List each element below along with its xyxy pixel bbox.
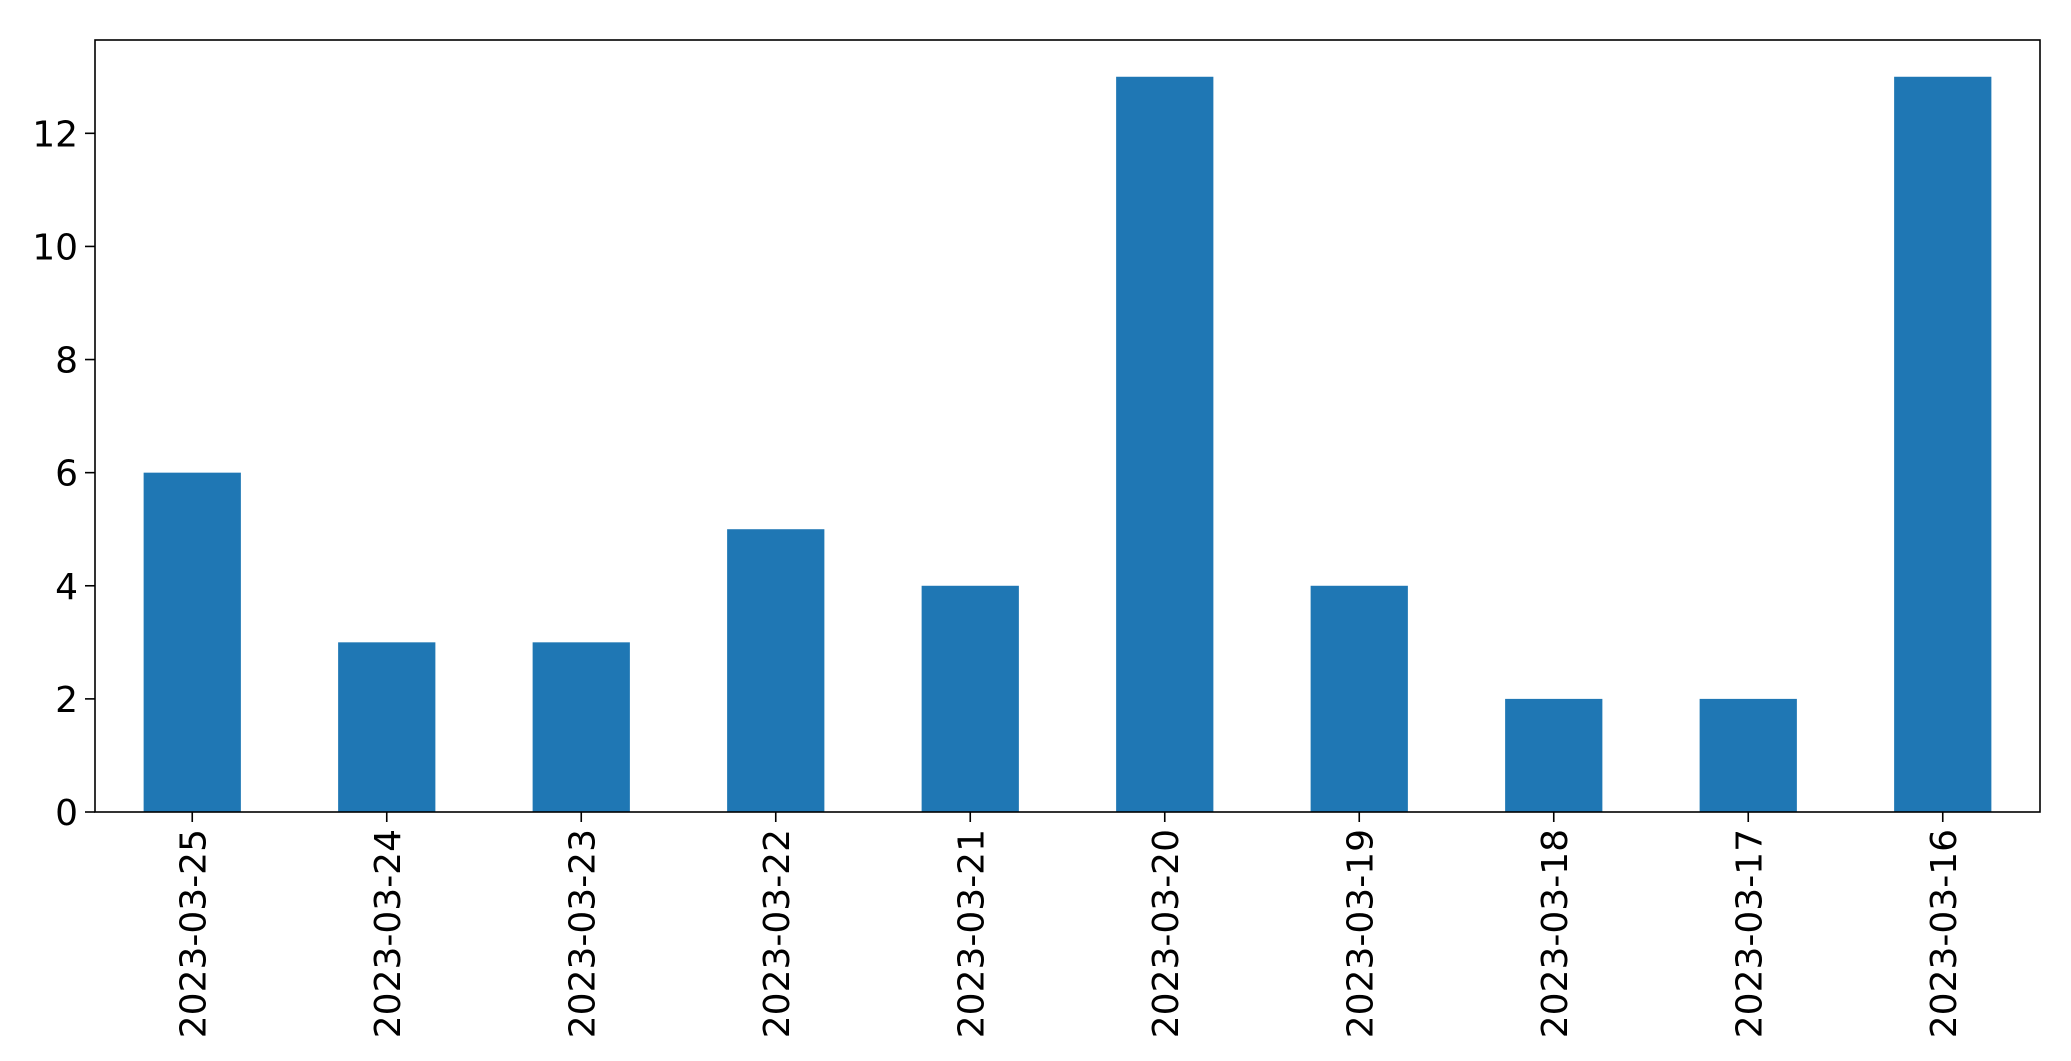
bar-2023-03-22 [727, 529, 825, 812]
y-tick-label: 8 [55, 341, 78, 382]
y-tick-label: 2 [55, 680, 78, 721]
bar-2023-03-17 [1699, 698, 1797, 812]
x-tick-label: 2023-03-18 [1535, 829, 1576, 1038]
x-tick-label: 2023-03-21 [951, 829, 992, 1038]
x-tick-label: 2023-03-17 [1729, 829, 1770, 1038]
bar-2023-03-23 [532, 642, 630, 812]
bar-2023-03-18 [1505, 698, 1603, 812]
x-tick-label: 2023-03-19 [1340, 829, 1381, 1038]
bar-2023-03-20 [1116, 76, 1214, 812]
bar-2023-03-21 [921, 585, 1019, 812]
bar-2023-03-25 [143, 472, 241, 812]
y-tick-label: 10 [32, 227, 78, 268]
y-tick-label: 4 [55, 567, 78, 608]
bar-2023-03-16 [1894, 76, 1992, 812]
bar-2023-03-19 [1310, 585, 1408, 812]
y-tick-label: 0 [55, 793, 78, 834]
x-tick-label: 2023-03-20 [1146, 829, 1187, 1038]
x-tick-label: 2023-03-23 [562, 829, 603, 1038]
bar-2023-03-24 [338, 642, 436, 812]
bars-layer [143, 76, 1992, 812]
plot-area-frame [94, 39, 2041, 813]
y-tick-label: 6 [55, 454, 78, 495]
y-tick-label: 12 [32, 114, 78, 155]
ticks-layer: 2023-03-25 2023-03-24 2023-03-23 2023-03-22… [32, 114, 1965, 1038]
x-tick-label: 2023-03-22 [757, 829, 798, 1038]
x-tick-label: 2023-03-16 [1924, 829, 1965, 1038]
x-tick-label: 2023-03-25 [173, 829, 214, 1038]
x-tick-label: 2023-03-24 [368, 829, 409, 1038]
